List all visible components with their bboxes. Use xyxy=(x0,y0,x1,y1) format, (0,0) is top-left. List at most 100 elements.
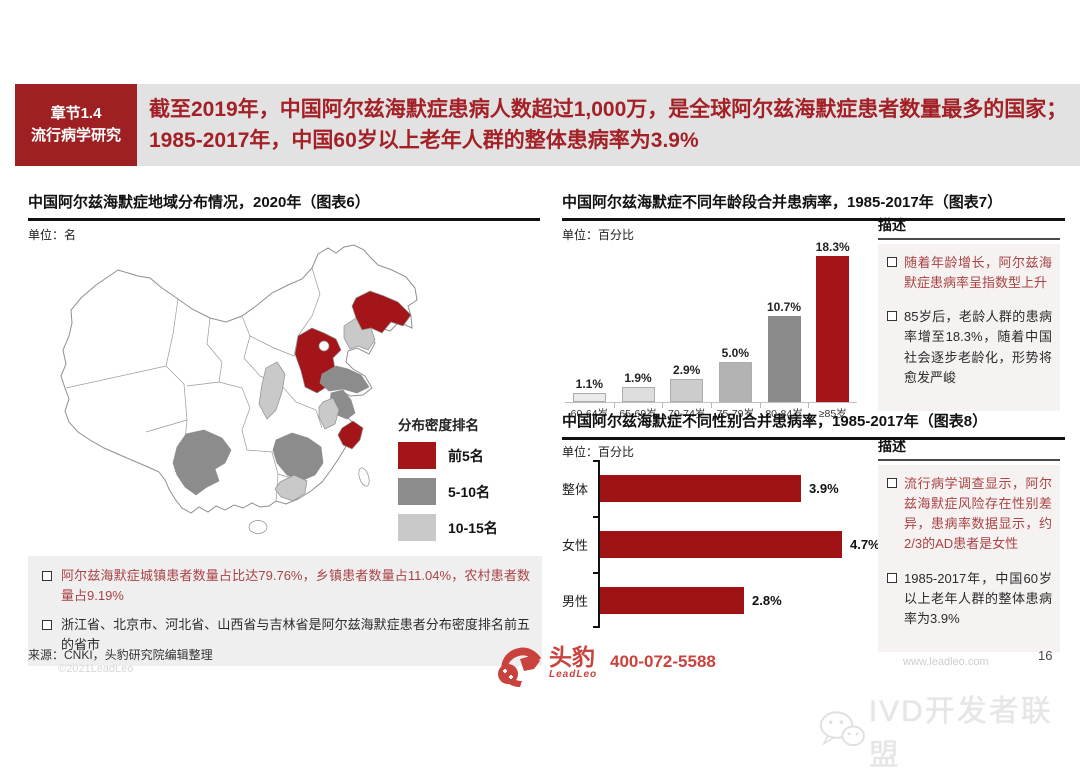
age-bar-column: 18.3% xyxy=(808,240,857,402)
map-unit-label: 单位：名 xyxy=(28,228,77,242)
gender-bar-rows: 整体 3.9% 女性 4.7% 男性 2.8% xyxy=(562,460,880,628)
age-axis-label: 65-69岁 xyxy=(613,403,663,421)
age-bar-value: 2.9% xyxy=(673,363,701,377)
chapter-box: 章节1.4 流行病学研究 xyxy=(15,84,137,166)
bullet-item: 浙江省、北京市、河北省、山西省与吉林省是阿尔兹海默症患者分布密度排名前五的省市 xyxy=(40,615,530,655)
age-axis-labels: 60-64岁 65-69岁 70-74岁 75-79岁 80-84岁 ≥85岁 xyxy=(565,403,857,421)
age-description-box: 随着年龄增长，阿尔兹海默症患病率呈指数型上升 85岁后，老龄人群的患病率增至18.… xyxy=(878,244,1060,411)
gender-bar-row: 女性 4.7% xyxy=(562,516,880,572)
map-legend-title: 分布密度排名 xyxy=(398,418,479,433)
legend-item: 5-10名 xyxy=(398,478,518,505)
map-region-yunnan-rank5-10 xyxy=(172,429,232,496)
age-bar xyxy=(767,316,801,402)
map-legend-items: 前5名 5-10名 10-15名 xyxy=(398,442,518,541)
gender-category-label: 男性 xyxy=(562,593,589,609)
gender-bar-track: 4.7% xyxy=(598,530,880,558)
age-bar xyxy=(621,387,655,402)
map-region-liaoning-rank10-15 xyxy=(343,317,376,351)
gender-bar-value: 2.8% xyxy=(752,592,782,608)
bullet-item: 阿尔兹海默症城镇患者数量占比达79.76%，乡镇患者数量占11.04%，农村患者… xyxy=(40,566,530,606)
bullet-text: 85岁后，老龄人群的患病率增至18.3%，随着中国社会逐步老龄化，形势将愈发严峻 xyxy=(904,309,1052,385)
bullet-item: 随着年龄增长，阿尔兹海默症患病率呈指数型上升 xyxy=(886,253,1052,293)
gender-bar-value: 4.7% xyxy=(850,536,880,552)
map-taiwan-island xyxy=(358,467,370,487)
headline-text: 截至2019年，中国阿尔兹海默症患病人数超过1,000万，是全球阿尔兹海默症患者… xyxy=(149,97,1068,153)
legend-label: 5-10名 xyxy=(448,483,491,500)
map-region-anhui-rank10-15 xyxy=(318,397,340,430)
map-region-hunan-jiangxi-rank5-10 xyxy=(272,432,324,482)
china-distribution-map xyxy=(60,244,418,534)
legend-swatch xyxy=(398,478,436,505)
bullet-text: 随着年龄增长，阿尔兹海默症患病率呈指数型上升 xyxy=(904,255,1052,291)
gender-bar-chart: 整体 3.9% 女性 4.7% 男性 2.8% xyxy=(562,460,880,628)
map-hainan-island xyxy=(248,520,268,534)
gender-description-box: 流行病学调查显示，阿尔兹海默症风险存在性别差异，患病率数据显示，约2/3的AD患… xyxy=(878,465,1060,652)
age-bar-value: 5.0% xyxy=(721,346,750,360)
chapter-title: 流行病学研究 xyxy=(30,127,121,144)
age-bar xyxy=(816,256,850,402)
bullet-text: 浙江省、北京市、河北省、山西省与吉林省是阿尔兹海默症患者分布密度排名前五的省市 xyxy=(61,617,530,653)
page-number: 16 xyxy=(1038,648,1053,663)
bullet-square-icon xyxy=(887,478,897,488)
age-description-title: 描述 xyxy=(878,215,1060,240)
age-description-panel: 描述 随着年龄增长，阿尔兹海默症患病率呈指数型上升 85岁后，老龄人群的患病率增至… xyxy=(878,215,1060,411)
map-notes-box: 阿尔兹海默症城镇患者数量占比达79.76%，乡镇患者数量占11.04%，农村患者… xyxy=(28,556,542,666)
age-axis-label: 70-74岁 xyxy=(662,403,711,421)
age-axis-label: 60-64岁 xyxy=(570,408,609,420)
site-watermark: www.leadleo.com xyxy=(903,656,989,668)
age-bar-value: 10.7% xyxy=(767,300,802,314)
age-axis-label: ≥85岁 xyxy=(808,403,857,421)
gender-bar-value: 3.9% xyxy=(809,480,839,496)
bullet-item: 1985-2017年，中国60岁以上老年人群的整体患病率为3.9% xyxy=(886,569,1052,629)
map-region-shandong-rank5-10 xyxy=(319,365,370,394)
contact-phone: 400-072-5588 xyxy=(610,652,716,671)
age-bar-value: 1.1% xyxy=(575,377,604,391)
bullet-text: 流行病学调查显示，阿尔兹海默症风险存在性别差异，患病率数据显示，约2/3的AD患… xyxy=(904,476,1052,552)
legend-item: 10-15名 xyxy=(398,514,518,541)
gender-bar-track: 3.9% xyxy=(598,474,867,502)
map-region-guangdong-rank10-15 xyxy=(274,474,308,502)
age-bar-column: 1.1% xyxy=(565,377,614,402)
brand-name-en: LeadLeo xyxy=(549,669,598,680)
leadleo-logo-icon xyxy=(498,647,541,687)
age-bar xyxy=(718,362,752,402)
age-bar xyxy=(670,379,704,402)
bullet-square-icon xyxy=(42,571,52,581)
gender-bar-row: 整体 3.9% xyxy=(562,460,867,516)
bullet-item: 流行病学调查显示，阿尔兹海默症风险存在性别差异，患病率数据显示，约2/3的AD患… xyxy=(886,474,1052,555)
gender-bar-row: 男性 2.8% xyxy=(562,572,867,628)
bullet-square-icon xyxy=(42,620,52,631)
bullet-item: 85岁后，老龄人群的患病率增至18.3%，随着中国社会逐步老龄化，形势将愈发严峻 xyxy=(886,307,1052,388)
legend-item: 前5名 xyxy=(398,442,518,469)
gender-description-title: 描述 xyxy=(878,436,1060,461)
age-bar-plot-area: 1.1% 1.9% 2.9% 5.0% 10.7% 18.3% xyxy=(565,238,857,403)
map-region-shaanxi-rank10-15 xyxy=(258,361,286,420)
leadleo-brand: 头豹 LeadLeo xyxy=(549,644,598,681)
map-chart-title: 中国阿尔兹海默症地域分布情况，2020年（图表6） xyxy=(28,191,540,221)
gender-bar-track: 2.8% xyxy=(598,586,867,614)
age-bar-column: 2.9% xyxy=(662,363,711,402)
brand-name-cn: 头豹 xyxy=(549,644,595,670)
gender-description-panel: 描述 流行病学调查显示，阿尔兹海默症风险存在性别差异，患病率数据显示，约2/3的… xyxy=(878,436,1060,652)
legend-swatch xyxy=(398,514,436,541)
copyright-watermark: ©2021LeadLeo xyxy=(58,663,134,675)
chapter-number: 章节1.4 xyxy=(50,104,102,122)
gender-bar xyxy=(598,530,842,558)
map-beijing-enclave xyxy=(318,340,330,352)
legend-label: 前5名 xyxy=(448,447,484,464)
headline-banner: 截至2019年，中国阿尔兹海默症患病人数超过1,000万，是全球阿尔兹海默症患者… xyxy=(137,84,1080,166)
age-bar-value: 18.3% xyxy=(815,240,850,254)
bottom-watermark: IVD开发者联盟 xyxy=(816,686,1080,774)
bullet-text: 阿尔兹海默症城镇患者数量占比达79.76%，乡镇患者数量占11.04%，农村患者… xyxy=(61,568,530,604)
age-chart-unit: 单位：百分比 xyxy=(562,228,635,242)
bullet-text: 1985-2017年，中国60岁以上老年人群的整体患病率为3.9% xyxy=(904,570,1052,626)
age-bar xyxy=(572,393,606,402)
bottom-watermark-text: IVD开发者联盟 xyxy=(868,695,1053,772)
gender-chart-title: 中国阿尔兹海默症不同性别合并患病率，1985-2017年（图表8） xyxy=(562,410,1065,440)
legend-label: 10-15名 xyxy=(448,519,498,536)
age-bar-column: 1.9% xyxy=(614,371,663,402)
map-region-zhejiang-top5 xyxy=(337,420,364,450)
bullet-square-icon xyxy=(887,311,897,322)
age-chart-title: 中国阿尔兹海默症不同年龄段合并患病率，1985-2017年（图表7） xyxy=(562,191,1065,221)
age-bar-column: 10.7% xyxy=(760,300,809,402)
